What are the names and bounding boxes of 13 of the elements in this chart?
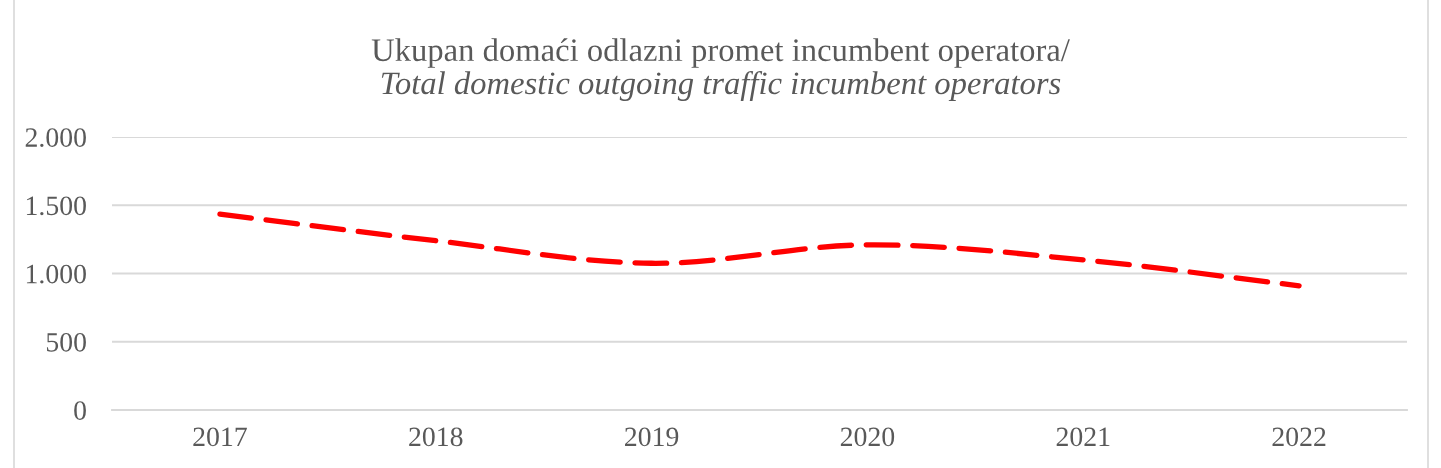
x-tick-label: 2022	[1272, 427, 1326, 447]
x-tick-label: 2020	[840, 427, 895, 447]
y-tick-label: 0	[74, 401, 86, 420]
y-tick-label: 500	[46, 332, 86, 352]
chart-subtitle: Total domestic outgoing traffic incumbent operators	[381, 71, 1061, 101]
x-tick-label: 2019	[625, 427, 679, 447]
x-tick-label: 2018	[409, 427, 463, 447]
y-tick-label: 1.500	[26, 196, 86, 216]
chart-title: Ukupan domaći odlazni promet incumbent operatora/	[371, 38, 1070, 68]
x-tick-label: 2017	[193, 427, 247, 447]
x-tick-label: 2021	[1056, 427, 1110, 447]
y-tick-label: 1.000	[26, 264, 86, 284]
y-tick-label: 2.000	[25, 128, 86, 148]
